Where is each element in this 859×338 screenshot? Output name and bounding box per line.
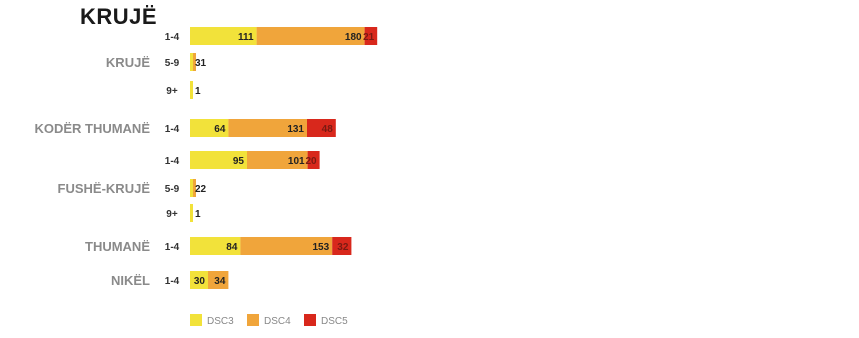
legend-swatch-dsc4 [247, 314, 259, 326]
data-label: 22 [195, 184, 207, 195]
data-label: 131 [287, 124, 304, 135]
category-label: 5-9 [165, 184, 180, 195]
group-label-2: FUSHË-KRUJË [58, 181, 151, 196]
bar-segment-dsc5 [307, 119, 336, 137]
bar-segment-dsc4 [228, 119, 307, 137]
category-label: 1-4 [165, 276, 180, 287]
data-label: 21 [363, 32, 375, 43]
category-label: 9+ [166, 209, 178, 220]
legend-swatch-dsc3 [190, 314, 202, 326]
data-label: 95 [233, 156, 245, 167]
bar-segment-dsc3 [190, 179, 193, 197]
group-label-1: KODËR THUMANË [34, 121, 150, 136]
bar-segment-dsc3 [190, 119, 229, 137]
bar-segment-dsc4 [208, 271, 229, 289]
bar-segment-dsc3 [190, 53, 193, 71]
bar-segment-dsc4 [240, 237, 333, 255]
bar-segment-dsc4 [256, 27, 365, 45]
data-label: 32 [337, 242, 349, 253]
bar-segment-dsc3 [190, 204, 193, 222]
legend-label-dsc5: DSC5 [321, 316, 348, 327]
group-label-4: NIKËL [111, 273, 150, 288]
bar-segment-dsc3 [190, 151, 247, 169]
category-label: 1-4 [165, 32, 180, 43]
legend-swatch-dsc5 [304, 314, 316, 326]
data-label: 180 [345, 32, 362, 43]
bar-segment-dsc4 [193, 179, 196, 197]
data-label: 84 [226, 242, 238, 253]
bar-segment-dsc5 [307, 151, 320, 169]
legend-label-dsc4: DSC4 [264, 316, 291, 327]
bar-segment-dsc3 [190, 271, 208, 289]
group-label-3: THUMANË [85, 239, 150, 254]
data-label: 31 [195, 58, 207, 69]
data-label: 153 [313, 242, 330, 253]
bar-segment-dsc5 [332, 237, 352, 255]
legend-label-dsc3: DSC3 [207, 316, 234, 327]
data-label: 101 [288, 156, 305, 167]
data-label: 48 [322, 124, 334, 135]
data-label: 1 [195, 209, 201, 220]
group-label-0: KRUJË [106, 55, 150, 70]
data-label: 64 [214, 124, 226, 135]
category-label: 1-4 [165, 242, 180, 253]
data-label: 20 [305, 156, 317, 167]
bar-segment-dsc4 [247, 151, 308, 169]
bar-segment-dsc3 [190, 27, 257, 45]
bar-segment-dsc3 [190, 237, 241, 255]
data-label: 111 [238, 32, 254, 43]
chart-title: KRUJË [80, 4, 158, 29]
bar-segment-dsc4 [193, 53, 196, 71]
category-label: 1-4 [165, 156, 180, 167]
bar-segment-dsc3 [190, 81, 193, 99]
category-label: 1-4 [165, 124, 180, 135]
data-label: 34 [214, 276, 226, 287]
bar-segment-dsc5 [364, 27, 378, 45]
category-label: 5-9 [165, 58, 180, 69]
data-label: 1 [195, 86, 201, 97]
category-label: 9+ [166, 86, 178, 97]
data-label: 30 [194, 276, 206, 287]
